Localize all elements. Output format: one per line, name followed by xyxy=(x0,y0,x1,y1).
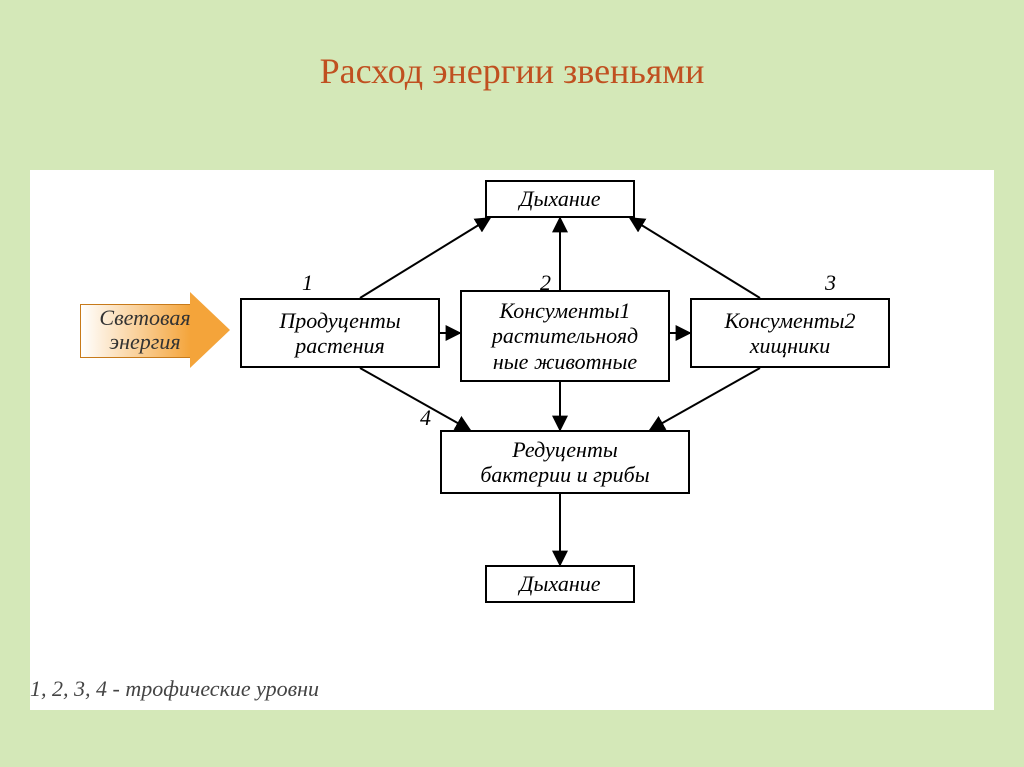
node-consumers1: Консументы1растительноядные животные xyxy=(460,290,670,382)
page-title: Расход энергии звеньями xyxy=(0,0,1024,92)
label-1: 1 xyxy=(302,270,313,296)
label-3: 3 xyxy=(825,270,836,296)
edge-producers-reducers xyxy=(360,368,470,430)
diagram-canvas: Световаяэнергия Дыхание Продуцентырастен… xyxy=(30,170,994,710)
energy-label: Световаяэнергия xyxy=(80,306,210,354)
label-4: 4 xyxy=(420,405,431,431)
node-producers: Продуцентырастения xyxy=(240,298,440,368)
node-breath-top: Дыхание xyxy=(485,180,635,218)
caption: 1, 2, 3, 4 - трофические уровни xyxy=(30,676,319,702)
edge-consumers2-breath_top xyxy=(630,218,760,298)
label-2: 2 xyxy=(540,270,551,296)
node-breath-bot: Дыхание xyxy=(485,565,635,603)
edge-producers-breath_top xyxy=(360,218,490,298)
energy-arrow: Световаяэнергия xyxy=(80,292,230,368)
node-consumers2: Консументы2хищники xyxy=(690,298,890,368)
node-reducers: Редуцентыбактерии и грибы xyxy=(440,430,690,494)
